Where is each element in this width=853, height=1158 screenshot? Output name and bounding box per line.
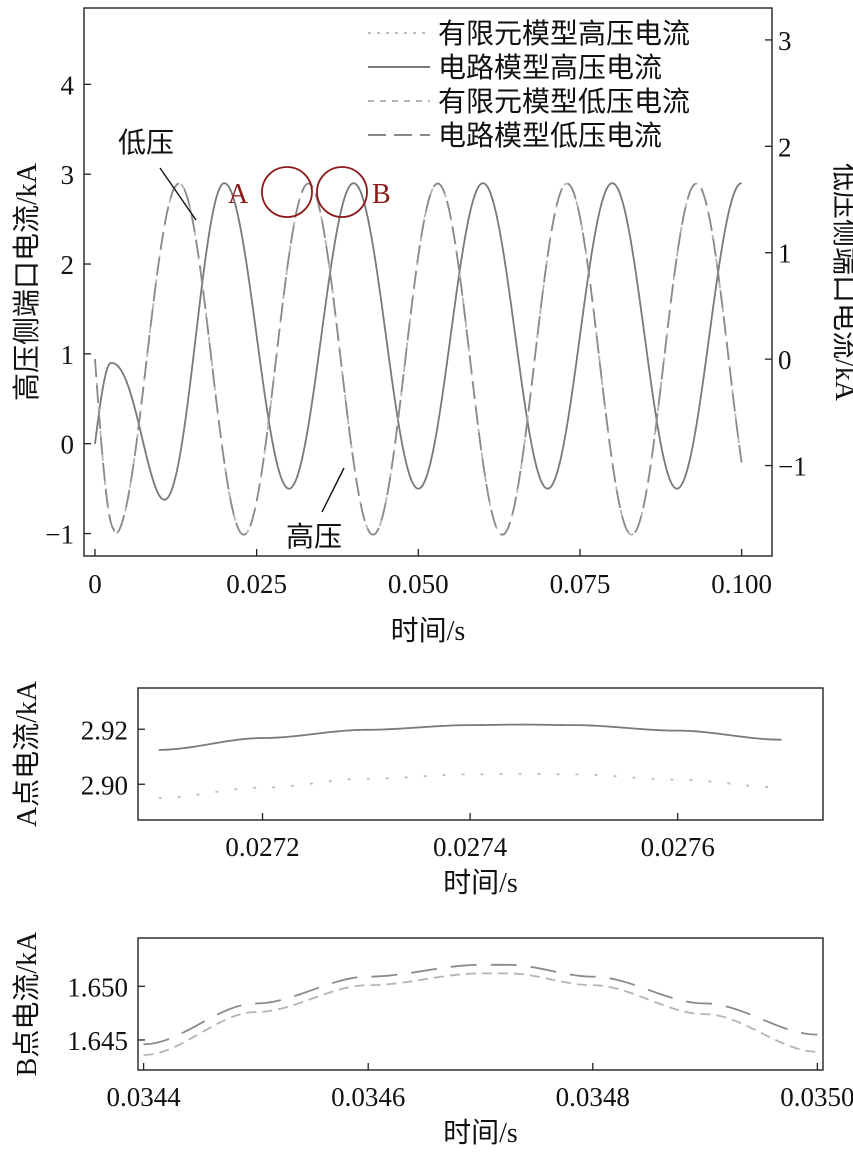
main-chart: 0 0.025 0.050 0.075 0.100 −1 0 1 2 3 4 −1 0 1 2 3 时间/s 高压… [11,7,853,647]
y-tick-label: 1 [61,340,75,370]
main-series [94,182,743,536]
marker-a-circle [261,166,313,218]
x-tick-label: 0.0348 [556,1082,630,1112]
main-x-ticks: 0 0.025 0.050 0.075 0.100 [88,549,772,599]
marker-b-label: B [372,179,391,210]
y-tick-label: 4 [61,70,75,100]
zoom-b-chart-y-label: B点电流/kA [11,931,43,1076]
annotation-low-voltage: 低压 [118,127,174,159]
zoom-b-chart-series-circuit-lv [143,963,818,1046]
series-circuit-lv [94,182,743,536]
legend-entry: 电路模型高压电流 [438,52,662,84]
main-y-ticks: −1 0 1 2 3 4 [45,70,91,550]
zoom-b-chart-x-label: 时间/s [443,1117,518,1149]
main-x-label: 时间/s [391,615,466,647]
y-tick-label: −1 [45,520,74,550]
zoom-a-chart-frame [137,687,824,821]
zoom-b-chart-frame [137,937,824,1071]
y-tick-label: 1.650 [67,972,128,1002]
main-y2-label: 低压侧端口电流/kA [829,163,853,402]
x-tick-label: 0.025 [226,569,287,599]
x-tick-label: 0.050 [388,569,449,599]
zoom-a-chart-y-label: A点电流/kA [11,680,43,827]
zoom-a-chart-y-ticks: 2.90 2.92 [81,715,145,800]
x-tick-label: 0.0276 [641,832,715,862]
series-fem-lv [94,182,743,536]
y-tick-label: 1.645 [67,1026,128,1056]
x-tick-label: 0.0346 [331,1082,405,1112]
zoom-a-chart-x-label: 时间/s [443,867,518,899]
y2-tick-label: 0 [778,345,792,375]
x-tick-label: 0.0344 [106,1082,181,1112]
zoom-b-chart-series-fem-lv [143,972,818,1056]
zoom-b-chart: 0.0344 0.0346 0.0348 0.0350 1.645 1.650 时间/s B点… [11,931,853,1149]
y2-tick-label: 1 [778,239,792,269]
y-tick-label: 0 [61,430,75,460]
y-tick-label: 2.92 [81,715,128,745]
y-tick-label: 3 [61,160,75,190]
main-y-label: 高压侧端口电流/kA [11,162,43,401]
zoom-b-chart-x-ticks: 0.0344 0.0346 0.0348 0.0350 [106,1063,853,1112]
x-tick-label: 0.0274 [433,832,508,862]
legend-entry: 电路模型低压电流 [438,120,662,152]
series-circuit-hv [94,182,742,501]
y-tick-label: 2.90 [81,770,128,800]
y-tick-label: 2 [61,250,75,280]
zoom-b-chart-y-ticks: 1.645 1.650 [67,972,145,1056]
zoom-a-chart-series-fem-hv [158,772,782,799]
legend-entry: 有限元模型低压电流 [438,86,690,118]
x-tick-label: 0.0350 [780,1082,853,1112]
marker-a-label: A [228,179,249,210]
zoom-a-chart-x-ticks: 0.0272 0.0274 0.0276 [225,813,715,862]
annotation-high-voltage-leader [321,467,345,513]
x-tick-label: 0.0272 [225,832,299,862]
y2-tick-label: −1 [778,452,807,482]
zoom-a-chart-series-circuit-hv [158,723,782,751]
legend-entry: 有限元模型高压电流 [438,18,690,50]
main-plot-frame [83,7,773,557]
annotation-low-voltage-leader [159,167,197,221]
x-tick-label: 0.075 [550,569,611,599]
annotation-high-voltage: 高压 [286,521,342,553]
x-tick-label: 0.100 [711,569,772,599]
main-y2-ticks: −1 0 1 2 3 [765,26,807,482]
x-tick-label: 0 [88,569,102,599]
y2-tick-label: 3 [778,26,792,56]
zoom-a-chart: 0.0272 0.0274 0.0276 2.90 2.92 时间/s A点电流/kA [11,680,824,899]
marker-b-circle [316,166,368,218]
y2-tick-label: 2 [778,132,792,162]
